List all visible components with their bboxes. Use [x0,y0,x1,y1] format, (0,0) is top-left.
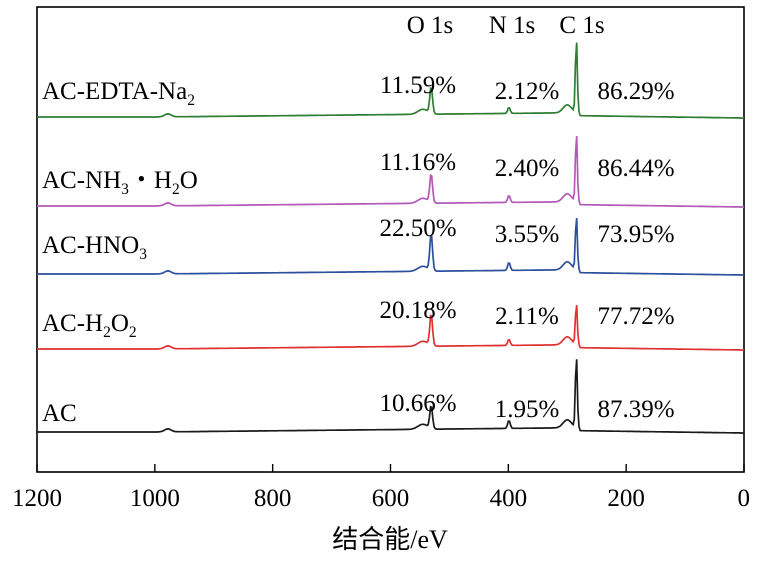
c1s-percent-label: 77.72% [597,303,674,330]
x-tick-label: 400 [490,485,528,512]
o1s-percent-label: 11.16% [380,149,456,176]
c1s-percent-label: 86.29% [597,78,674,105]
o1s-percent-label: 22.50% [379,215,456,242]
series-label: AC-HNO3 [42,232,147,263]
x-tick-label: 1200 [12,485,62,512]
series-label: AC-EDTA-Na2 [42,78,195,109]
x-tick-label: 600 [372,485,410,512]
c1s-percent-label: 73.95% [597,221,674,248]
x-axis-label: 结合能/eV [332,525,448,554]
peak-label: O 1s [407,12,454,39]
spectrum-line [37,42,744,119]
n1s-percent-label: 1.95% [495,396,560,423]
series-label: AC-NH3・H2O [42,167,198,198]
o1s-percent-label: 20.18% [379,297,456,324]
n1s-percent-label: 2.11% [495,303,559,330]
peak-label: N 1s [489,12,536,39]
n1s-percent-label: 2.40% [495,155,560,182]
o1s-percent-label: 11.59% [380,72,456,99]
series-label: AC-H2O2 [42,310,137,341]
spectrum-line [37,217,744,276]
x-tick-label: 0 [738,485,751,512]
spectrum-line [37,305,744,351]
x-tick-label: 800 [254,485,292,512]
x-tick-label: 1000 [130,485,180,512]
n1s-percent-label: 3.55% [495,221,560,248]
series-label: AC [42,400,77,427]
c1s-percent-label: 86.44% [597,155,674,182]
o1s-percent-label: 10.66% [379,390,456,417]
x-tick-label: 200 [607,485,645,512]
spectrum-line [37,136,744,208]
peak-label: C 1s [559,12,604,39]
spectrum-line [37,359,744,434]
n1s-percent-label: 2.12% [495,78,560,105]
c1s-percent-label: 87.39% [597,396,674,423]
